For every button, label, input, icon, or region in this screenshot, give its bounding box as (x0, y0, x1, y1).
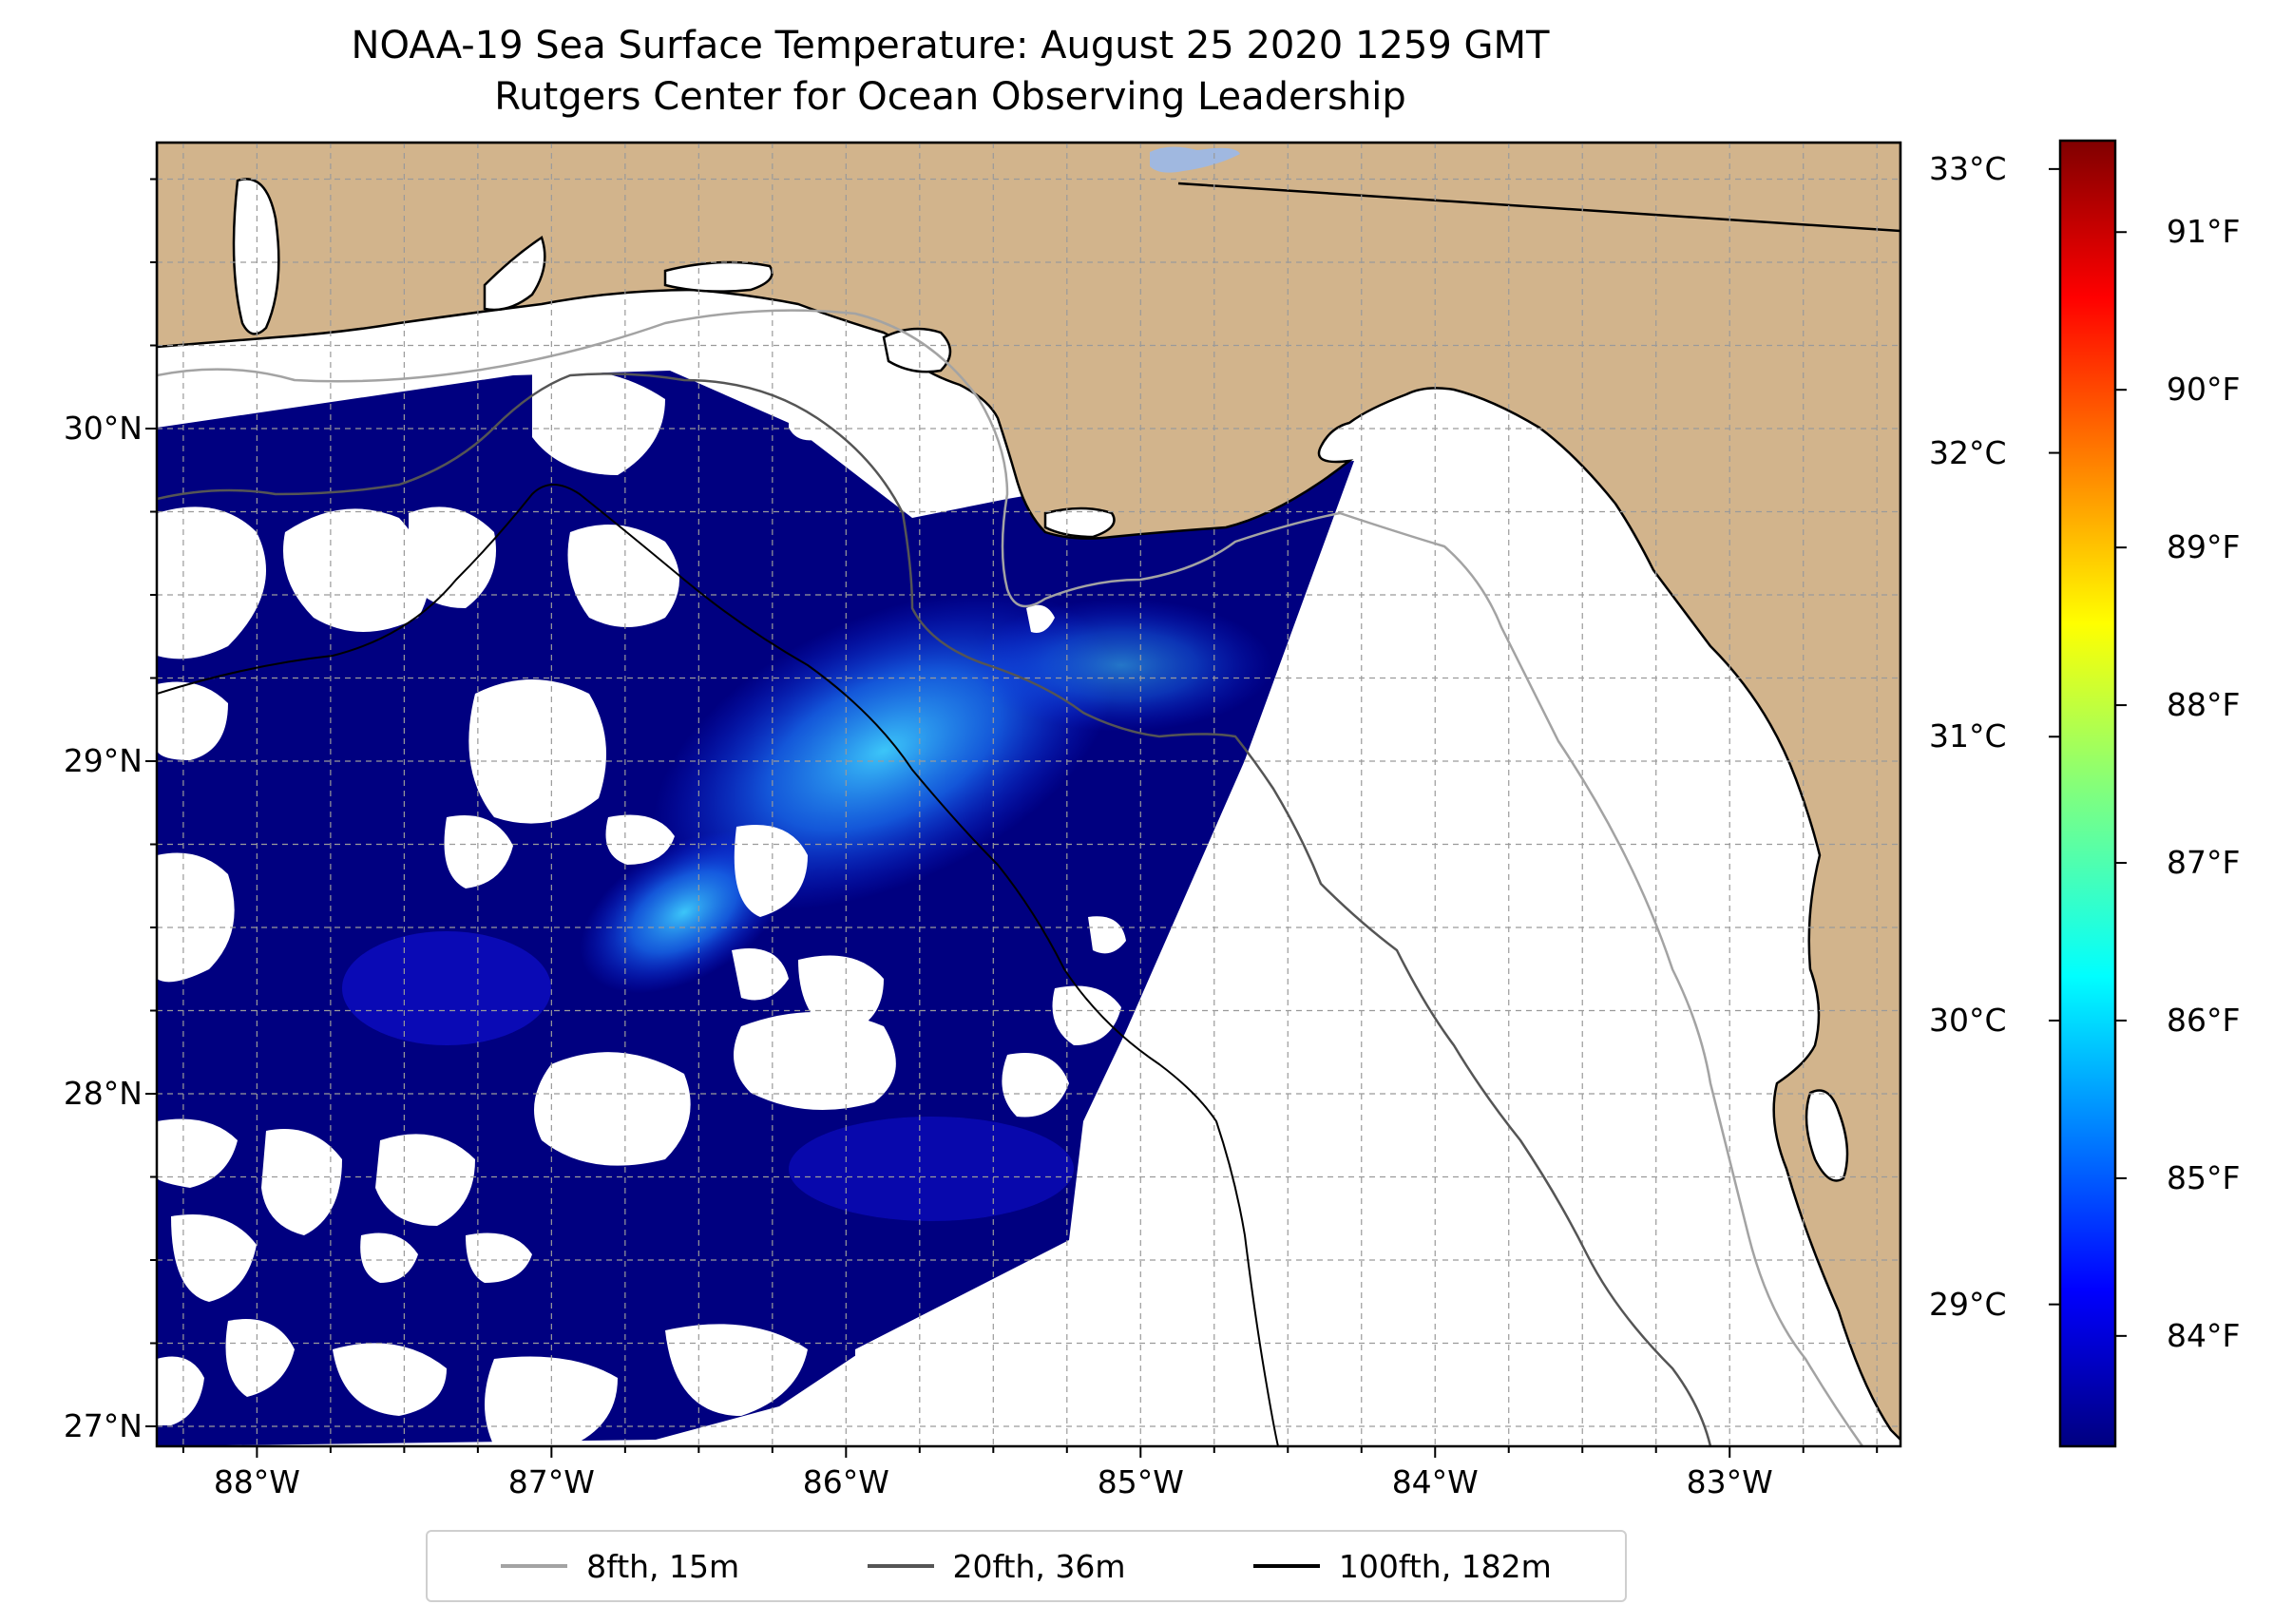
celsius-label: 31°C (1929, 717, 2007, 755)
celsius-label: 30°C (1929, 1001, 2007, 1039)
axis-ticks (145, 178, 1879, 1458)
map-title: NOAA-19 Sea Surface Temperature: August … (351, 24, 1550, 67)
isobath-8fth (157, 309, 1864, 1446)
legend-label: 100fth, 182m (1338, 1547, 1552, 1585)
fahrenheit-label: 87°F (2167, 844, 2241, 881)
isobath-100fth (157, 484, 1279, 1446)
graticule (157, 143, 1900, 1446)
legend-item-8fth: 8fth, 15m (501, 1548, 739, 1585)
colorbar (2058, 139, 2117, 1448)
fahrenheit-label: 85°F (2167, 1158, 2241, 1196)
warm-water-patch (342, 931, 551, 1045)
legend-label: 8fth, 15m (586, 1547, 740, 1585)
map-subtitle: Rutgers Center for Ocean Observing Leade… (494, 75, 1406, 119)
fahrenheit-label: 86°F (2167, 1001, 2241, 1039)
warm-water-patch (969, 599, 1273, 732)
legend-swatch (501, 1564, 568, 1568)
celsius-label: 29°C (1929, 1285, 2007, 1323)
latitude-label: 27°N (63, 1407, 143, 1444)
isobath-legend: 8fth, 15m 20fth, 36m 100fth, 182m (426, 1530, 1627, 1602)
map-layers (157, 143, 1900, 1446)
mobile-bay (232, 178, 280, 335)
latitude-label: 30°N (63, 410, 143, 447)
longitude-label: 86°W (802, 1463, 889, 1500)
longitude-label: 87°W (507, 1463, 595, 1500)
choctawhatchee-bay (663, 260, 774, 293)
legend-swatch (1252, 1564, 1320, 1568)
longitude-label: 85°W (1097, 1463, 1184, 1500)
latitude-label: 29°N (63, 742, 143, 779)
st-andrew-bay (882, 327, 952, 373)
fahrenheit-label: 84°F (2167, 1316, 2241, 1354)
legend-swatch (867, 1564, 934, 1568)
lake (1150, 146, 1240, 173)
warm-water-patch (789, 1117, 1074, 1221)
cloud-gaps (157, 369, 1126, 1446)
tampa-bay (1805, 1089, 1849, 1182)
longitude-label: 88°W (213, 1463, 300, 1500)
longitude-label: 83°W (1686, 1463, 1773, 1500)
colorbar-ticks (2049, 167, 2127, 1337)
celsius-label: 33°C (1929, 149, 2007, 187)
state-border (1177, 182, 1900, 233)
isobath-20fth (157, 373, 1712, 1446)
apalachicola-bay (1043, 506, 1116, 539)
legend-label: 20fth, 36m (952, 1547, 1126, 1585)
pensacola-bay (483, 236, 546, 312)
fahrenheit-label: 90°F (2167, 371, 2241, 409)
celsius-label: 32°C (1929, 433, 2007, 471)
fahrenheit-label: 91°F (2167, 213, 2241, 251)
legend-item-100fth: 100fth, 182m (1252, 1547, 1552, 1585)
fahrenheit-label: 89°F (2167, 528, 2241, 566)
fahrenheit-label: 88°F (2167, 686, 2241, 724)
latitude-label: 28°N (63, 1075, 143, 1112)
longitude-label: 84°W (1391, 1463, 1479, 1500)
map-frame (155, 141, 1902, 1448)
legend-item-20fth: 20fth, 36m (867, 1547, 1126, 1585)
